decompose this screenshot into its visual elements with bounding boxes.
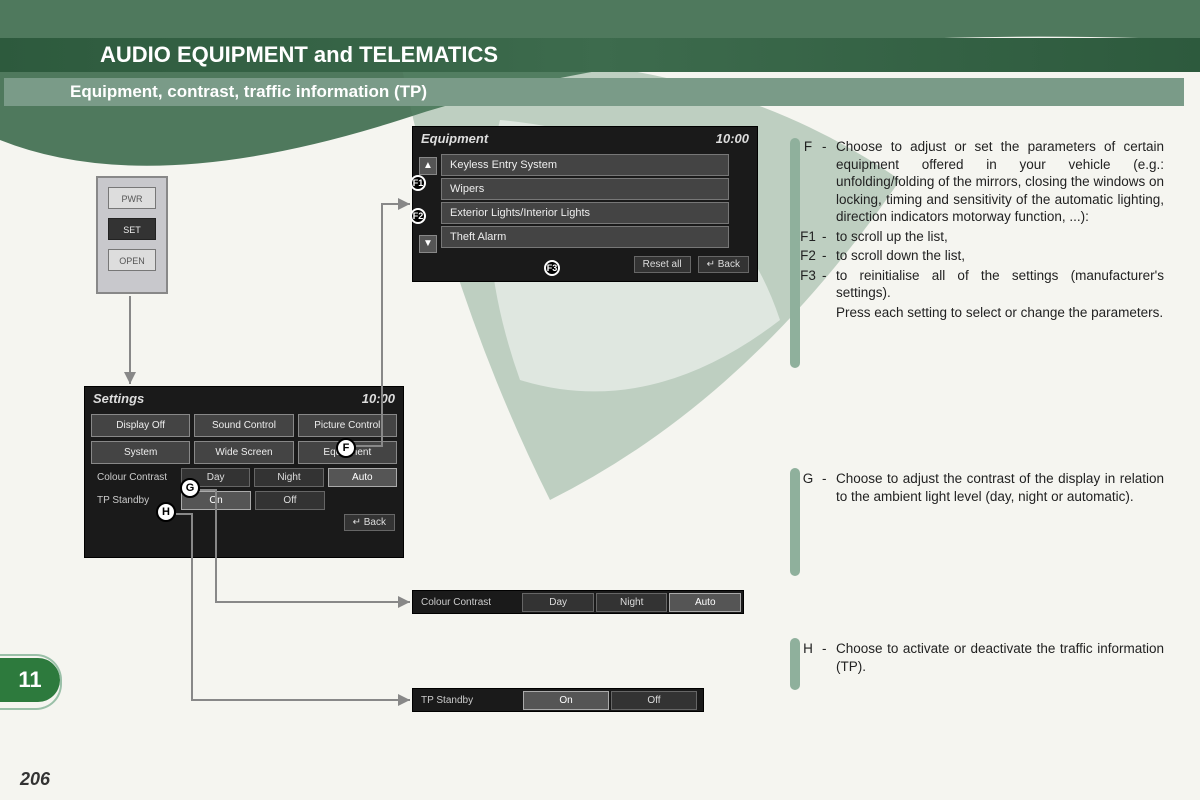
page-number: 206 (20, 769, 50, 790)
callout-f2: F2 (410, 208, 426, 224)
strip-contrast-label: Colour Contrast (413, 597, 522, 608)
equipment-item[interactable]: Wipers (441, 178, 729, 200)
colour-contrast-label: Colour Contrast (91, 468, 177, 487)
picture-control-button[interactable]: Picture Control (298, 414, 397, 437)
callout-f: F (336, 438, 356, 458)
desc-key-g: G (794, 470, 822, 505)
tp-off-option[interactable]: Off (255, 491, 325, 510)
desc-text-h: Choose to activate or deactivate the tra… (836, 640, 1164, 675)
desc-text-f2: to scroll down the list, (836, 247, 1164, 265)
desc-key-f: F (794, 138, 822, 226)
strip-night-option[interactable]: Night (596, 593, 668, 612)
equipment-screen: Equipment 10:00 ▲ ▼ Keyless Entry System… (412, 126, 758, 282)
scroll-up-icon[interactable]: ▲ (419, 157, 437, 175)
equipment-item[interactable]: Theft Alarm (441, 226, 729, 248)
desc-key-h: H (794, 640, 822, 675)
strip-tp-label: TP Standby (413, 695, 523, 706)
contrast-night-option[interactable]: Night (254, 468, 323, 487)
settings-back-button[interactable]: ↵ Back (344, 514, 395, 531)
strip-auto-option[interactable]: Auto (669, 593, 741, 612)
colour-contrast-strip: Colour Contrast Day Night Auto (412, 590, 744, 614)
desc-key-f1: F1 (794, 228, 822, 246)
strip-tp-off-option[interactable]: Off (611, 691, 697, 710)
callout-f1: F1 (410, 175, 426, 191)
pwr-button[interactable]: PWR (108, 187, 156, 209)
strip-day-option[interactable]: Day (522, 593, 594, 612)
callout-g: G (180, 478, 200, 498)
settings-title: Settings (93, 391, 144, 406)
scroll-down-icon[interactable]: ▼ (419, 235, 437, 253)
equipment-time: 10:00 (716, 131, 749, 146)
desc-text-g: Choose to adjust the contrast of the dis… (836, 470, 1164, 505)
callout-h: H (156, 502, 176, 522)
back-button[interactable]: ↵ Back (698, 256, 749, 273)
desc-text-f3: to reinitialise all of the settings (man… (836, 267, 1164, 302)
desc-text-f: Choose to adjust or set the parameters o… (836, 138, 1164, 226)
callout-f3: F3 (544, 260, 560, 276)
desc-text-press: Press each setting to select or change t… (836, 304, 1164, 322)
physical-button-panel: PWR SET OPEN (96, 176, 168, 294)
desc-key-f3: F3 (794, 267, 822, 302)
wide-screen-button[interactable]: Wide Screen (194, 441, 293, 464)
chapter-tab: 11 (0, 658, 60, 702)
set-button[interactable]: SET (108, 218, 156, 240)
contrast-auto-option[interactable]: Auto (328, 468, 397, 487)
settings-screen: Settings 10:00 Display Off Sound Control… (84, 386, 404, 558)
desc-key-f2: F2 (794, 247, 822, 265)
settings-time: 10:00 (362, 391, 395, 406)
tp-standby-strip: TP Standby On Off (412, 688, 704, 712)
sound-control-button[interactable]: Sound Control (194, 414, 293, 437)
strip-tp-on-option[interactable]: On (523, 691, 609, 710)
equipment-item[interactable]: Keyless Entry System (441, 154, 729, 176)
desc-text-f1: to scroll up the list, (836, 228, 1164, 246)
system-button[interactable]: System (91, 441, 190, 464)
reset-all-button[interactable]: Reset all (634, 256, 691, 273)
open-button[interactable]: OPEN (108, 249, 156, 271)
equipment-title: Equipment (421, 131, 488, 146)
display-off-button[interactable]: Display Off (91, 414, 190, 437)
equipment-item[interactable]: Exterior Lights/Interior Lights (441, 202, 729, 224)
